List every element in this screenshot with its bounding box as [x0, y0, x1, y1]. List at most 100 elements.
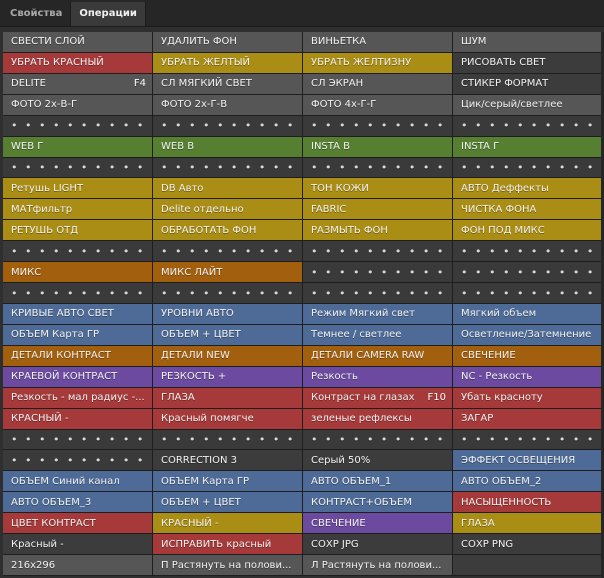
action-button[interactable]: Резкость - мал радиус -...	[3, 387, 152, 409]
separator-button[interactable]: • • • • • • • • • • •	[303, 115, 452, 137]
action-button[interactable]: ФОТО 2х-В-Г	[3, 94, 152, 116]
separator-button[interactable]: • • • • • • • • • • •	[453, 429, 601, 451]
action-button[interactable]: РЕТУШЬ ОТД	[3, 220, 152, 242]
action-button[interactable]: МАТфильтр	[3, 199, 152, 221]
action-button[interactable]: Delite отдельно	[153, 199, 302, 221]
separator-button[interactable]: • • • • • • • • • • •	[453, 283, 601, 304]
action-button[interactable]: СВЕЧЕНИЕ	[303, 513, 452, 535]
action-button[interactable]: ФОТО 2х-Г-В	[153, 94, 302, 116]
action-button[interactable]: ЦВЕТ КОНТРАСТ	[3, 513, 152, 535]
action-button[interactable]: РИСОВАТЬ СВЕТ	[453, 52, 601, 74]
action-button[interactable]: ГЛАЗА	[153, 387, 302, 409]
action-button[interactable]: ЗАГАР	[453, 408, 601, 430]
action-button[interactable]: АВТО Деффекты	[453, 178, 601, 200]
action-button[interactable]: НАСЫЩЕННОСТЬ	[453, 492, 601, 514]
action-button[interactable]: Контраст на глазах F10	[303, 387, 452, 409]
action-button[interactable]: DB Авто	[153, 178, 302, 200]
separator-button[interactable]: • • • • • • • • • • •	[303, 283, 452, 304]
separator-button[interactable]: • • • • • • • • • • •	[303, 429, 452, 451]
action-button[interactable]: ОБЪЕМ + ЦВЕТ	[153, 324, 302, 346]
separator-button[interactable]: • • • • • • • • • • •	[3, 115, 152, 137]
separator-button[interactable]: • • • • • • • • • • •	[153, 157, 302, 179]
separator-button[interactable]: • • • • • • • • • • •	[153, 241, 302, 263]
action-button[interactable]: Красный помягче	[153, 408, 302, 430]
panel-scrollbar-edge[interactable]	[601, 32, 604, 578]
action-button[interactable]: CORRECTION 3	[153, 450, 302, 472]
action-button[interactable]: СВЕЧЕНИЕ	[453, 345, 601, 367]
action-button[interactable]: DELITE F4	[3, 73, 152, 95]
action-button[interactable]: АВТО ОБЪЕМ_2	[453, 471, 601, 493]
action-button[interactable]: КРИВЫЕ АВТО СВЕТ	[3, 303, 152, 325]
separator-button[interactable]: • • • • • • • • • • •	[303, 157, 452, 179]
action-button[interactable]: FABRIC	[303, 199, 452, 221]
action-button[interactable]: СОХР JPG	[303, 534, 452, 556]
separator-button[interactable]: • • • • • • • • • • •	[3, 429, 152, 451]
action-button[interactable]: WEB В	[153, 136, 302, 158]
action-button[interactable]: Режим Мягкий свет	[303, 303, 452, 325]
action-button[interactable]: СТИКЕР ФОРМАТ	[453, 73, 601, 95]
action-button[interactable]: КОНТРАСТ+ОБЪЕМ	[303, 492, 452, 514]
separator-button[interactable]: • • • • • • • • • • •	[453, 262, 601, 284]
action-button[interactable]: ДЕТАЛИ CAMERA RAW	[303, 345, 452, 367]
separator-button[interactable]: • • • • • • • • • • •	[3, 283, 152, 304]
action-button[interactable]: КРАСНЫЙ -	[3, 408, 152, 430]
action-button[interactable]: 216х296	[3, 555, 152, 576]
action-button[interactable]: ОБЪЕМ Синий канал	[3, 471, 152, 493]
action-button[interactable]: РАЗМЫТЬ ФОН	[303, 220, 452, 242]
action-button[interactable]: ФОТО 4х-Г-Г	[303, 94, 452, 116]
action-button[interactable]: ШУМ	[453, 32, 601, 53]
action-button[interactable]: СЛ ЭКРАН	[303, 73, 452, 95]
action-button[interactable]: СЛ МЯГКИЙ СВЕТ	[153, 73, 302, 95]
action-button[interactable]: INSTA В	[303, 136, 452, 158]
action-button[interactable]: КРАСНЫЙ -	[153, 513, 302, 535]
separator-button[interactable]: • • • • • • • • • • •	[153, 115, 302, 137]
tab-actions[interactable]: Операции	[71, 2, 146, 26]
action-button[interactable]: ЧИСТКА ФОНА	[453, 199, 601, 221]
action-button[interactable]: УБРАТЬ ЖЕЛТЫЙ	[153, 52, 302, 74]
separator-button[interactable]: • • • • • • • • • • •	[453, 157, 601, 179]
action-button[interactable]: Цик/серый/светлее	[453, 94, 601, 116]
action-button[interactable]: СОХР PNG	[453, 534, 601, 556]
action-button[interactable]: Серый 50%	[303, 450, 452, 472]
action-button[interactable]: Ретушь LIGHT	[3, 178, 152, 200]
separator-button[interactable]: • • • • • • • • • • •	[303, 241, 452, 263]
action-button[interactable]: МИКС ЛАЙТ	[153, 262, 302, 284]
separator-button[interactable]: • • • • • • • • • • •	[3, 157, 152, 179]
action-button[interactable]: УРОВНИ АВТО	[153, 303, 302, 325]
action-button[interactable]: СВЕСТИ СЛОЙ	[3, 32, 152, 53]
separator-button[interactable]: • • • • • • • • • • •	[453, 241, 601, 263]
action-button[interactable]: Темнее / светлее	[303, 324, 452, 346]
action-button[interactable]: ФОН ПОД МИКС	[453, 220, 601, 242]
action-button[interactable]: Резкость	[303, 366, 452, 388]
action-button[interactable]: ЭФФЕКТ ОСВЕЩЕНИЯ	[453, 450, 601, 472]
action-button[interactable]: АВТО ОБЪЕМ_3	[3, 492, 152, 514]
action-button[interactable]: АВТО ОБЪЕМ_1	[303, 471, 452, 493]
action-button[interactable]: Красный -	[3, 534, 152, 556]
action-button[interactable]	[453, 555, 601, 576]
action-button[interactable]: ОБЪЕМ Карта ГР	[153, 471, 302, 493]
separator-button[interactable]: • • • • • • • • • • •	[453, 115, 601, 137]
separator-button[interactable]: • • • • • • • • • • •	[153, 429, 302, 451]
action-button[interactable]: Осветление/Затемнение	[453, 324, 601, 346]
action-button[interactable]: ДЕТАЛИ NEW	[153, 345, 302, 367]
action-button[interactable]: ИСПРАВИТЬ красный	[153, 534, 302, 556]
action-button[interactable]: УБРАТЬ КРАСНЫЙ	[3, 52, 152, 74]
action-button[interactable]: ОБЪЕМ + ЦВЕТ	[153, 492, 302, 514]
action-button[interactable]: РЕЗКОСТЬ +	[153, 366, 302, 388]
action-button[interactable]: NC - Резкость	[453, 366, 601, 388]
action-button[interactable]: Убать красноту	[453, 387, 601, 409]
action-button[interactable]: ГЛАЗА	[453, 513, 601, 535]
separator-button[interactable]: • • • • • • • • • • •	[3, 450, 152, 472]
action-button[interactable]: ВИНЬЕТКА	[303, 32, 452, 53]
action-button[interactable]: УДАЛИТЬ ФОН	[153, 32, 302, 53]
action-button[interactable]: ОБРАБОТАТЬ ФОН	[153, 220, 302, 242]
action-button[interactable]: ТОН КОЖИ	[303, 178, 452, 200]
action-button[interactable]: INSTA Г	[453, 136, 601, 158]
action-button[interactable]: МИКС	[3, 262, 152, 284]
action-button[interactable]: Л Растянуть на полови...	[303, 555, 452, 576]
tab-properties[interactable]: Свойства	[2, 2, 72, 26]
separator-button[interactable]: • • • • • • • • • • •	[303, 262, 452, 284]
action-button[interactable]: Мягкий объем	[453, 303, 601, 325]
separator-button[interactable]: • • • • • • • • • • •	[153, 283, 302, 304]
action-button[interactable]: ОБЪЕМ Карта ГР	[3, 324, 152, 346]
